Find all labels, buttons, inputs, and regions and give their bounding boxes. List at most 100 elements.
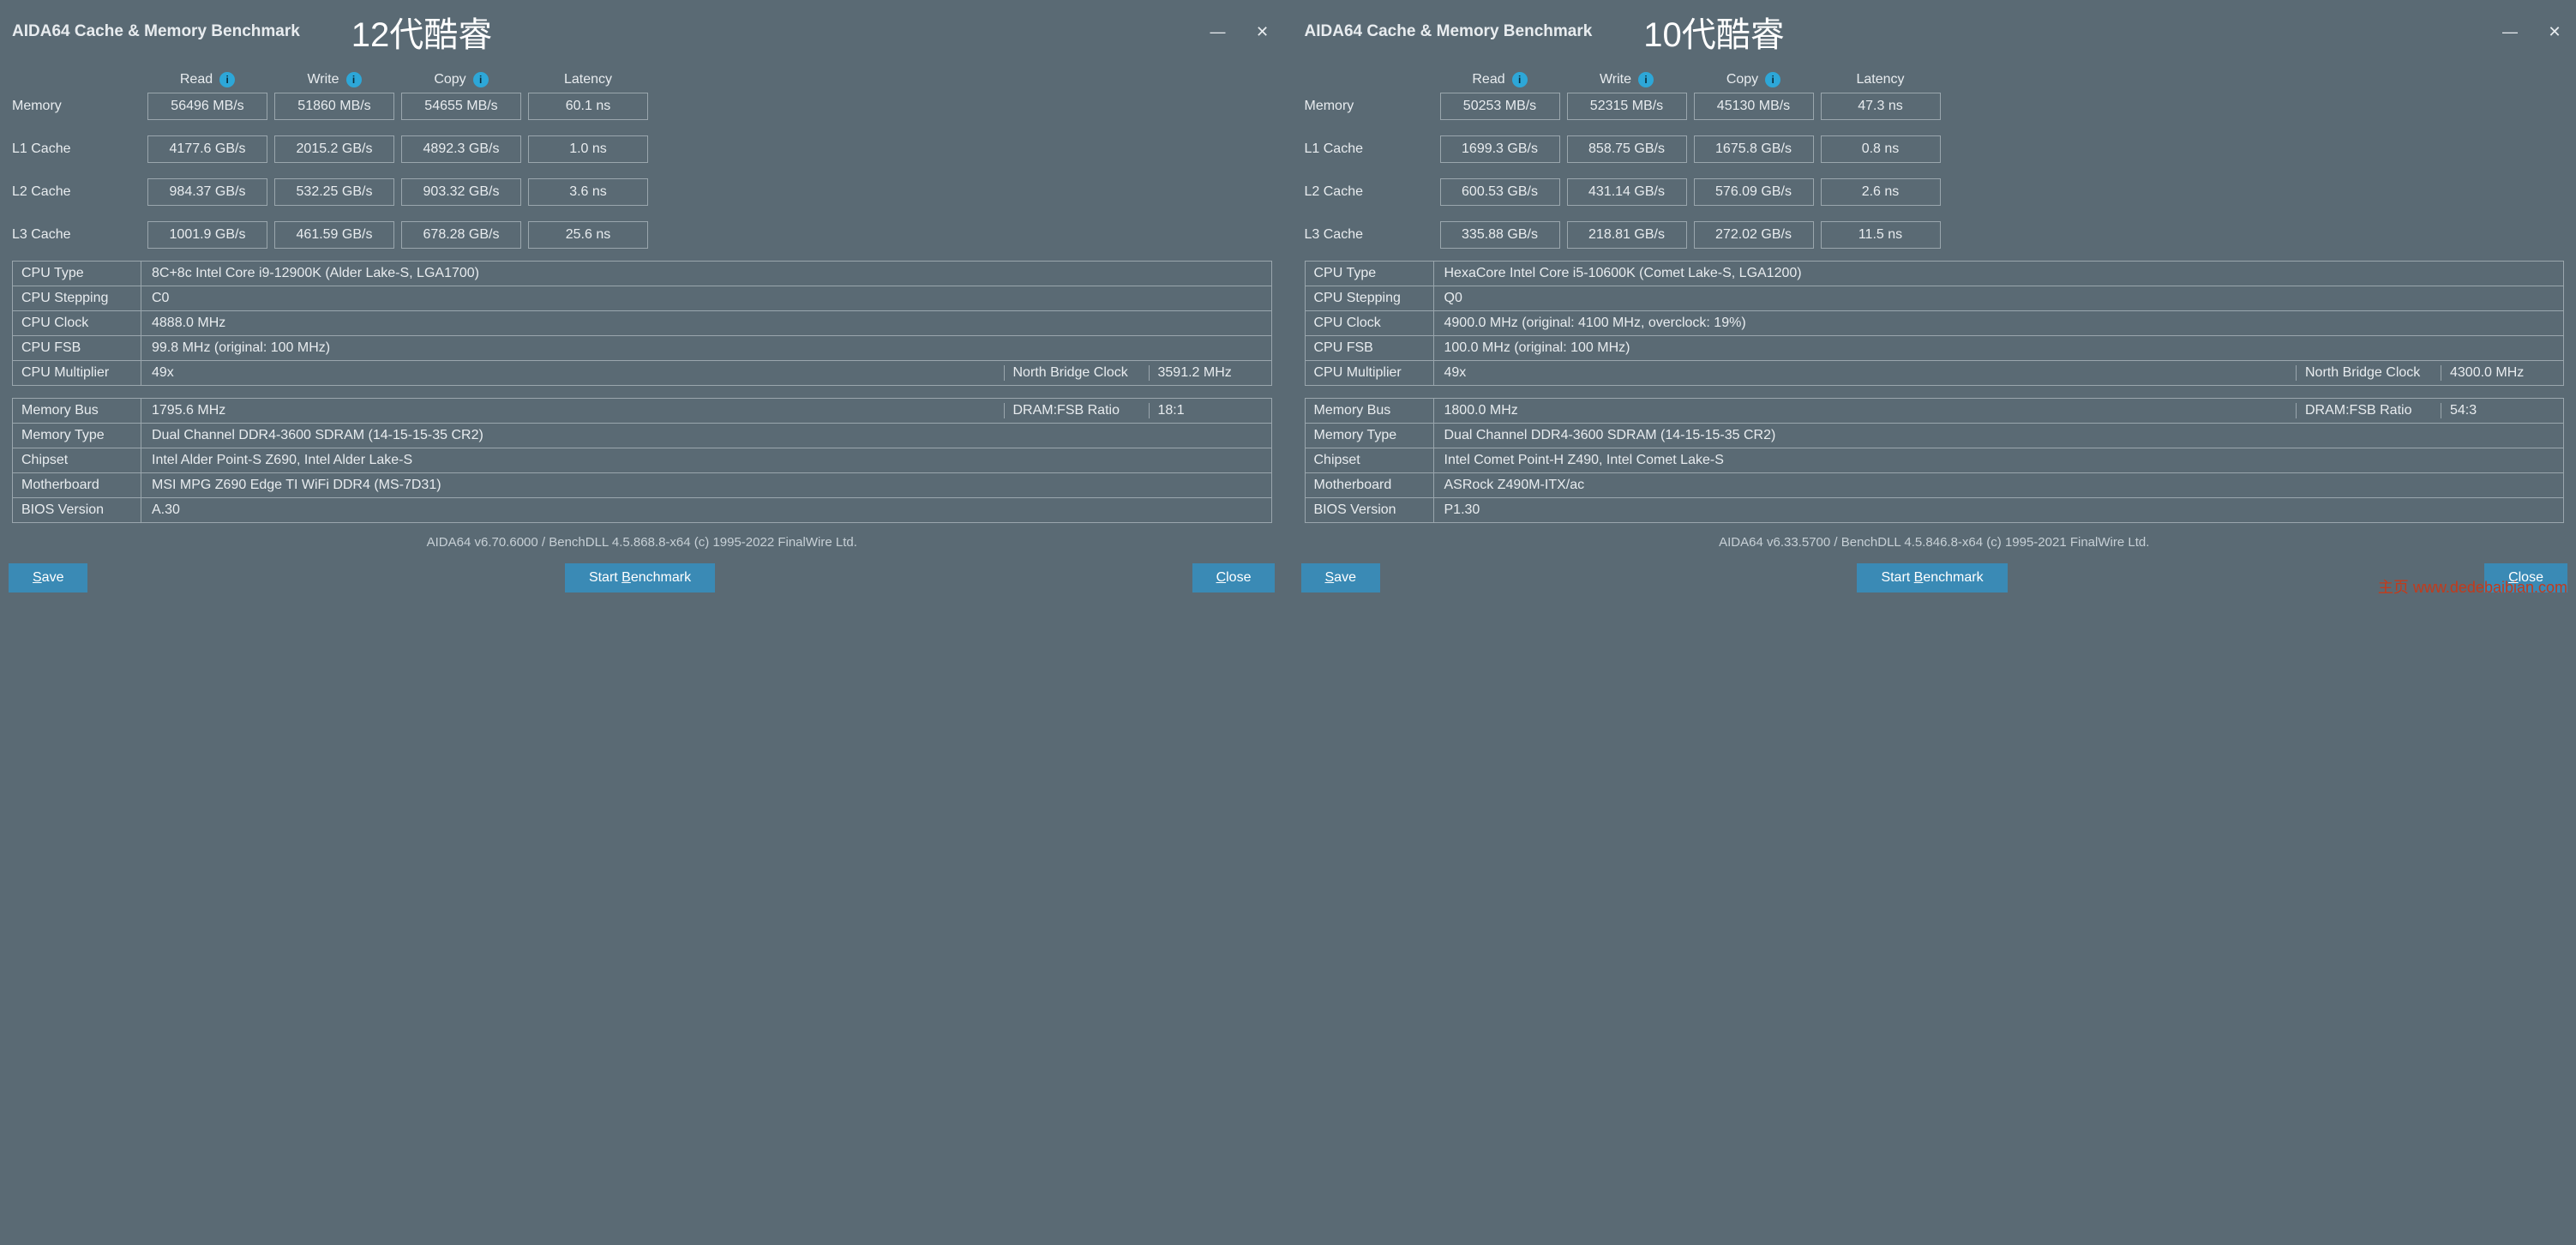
info-row: Motherboard MSI MPG Z690 Edge TI WiFi DD… [13, 473, 1271, 498]
column-headers: Read i Write i Copy i Latency [1305, 72, 2565, 87]
info-extra-value: 18:1 [1150, 403, 1261, 418]
cpu-info-section: CPU Type HexaCore Intel Core i5-10600K (… [1305, 261, 2565, 386]
bench-write-value: 51860 MB/s [274, 93, 394, 120]
bench-write-value: 2015.2 GB/s [274, 135, 394, 163]
info-icon[interactable]: i [1765, 72, 1780, 87]
column-headers: Read i Write i Copy i Latency [12, 72, 1272, 87]
minimize-icon[interactable]: — [1209, 23, 1228, 41]
bench-read-value: 1001.9 GB/s [147, 221, 267, 249]
info-label: Motherboard [13, 473, 141, 497]
info-value: A.30 [141, 498, 1271, 522]
bench-copy-value: 576.09 GB/s [1694, 178, 1814, 206]
info-value: 4900.0 MHz (original: 4100 MHz, overcloc… [1434, 311, 2564, 335]
start-benchmark-button[interactable]: Start Benchmark [565, 563, 715, 592]
info-value: Intel Alder Point-S Z690, Intel Alder La… [141, 448, 1271, 472]
info-row: CPU Multiplier 49x North Bridge Clock 43… [1306, 361, 2564, 385]
info-icon[interactable]: i [1638, 72, 1654, 87]
info-label: BIOS Version [13, 498, 141, 522]
info-value: 1795.6 MHz [152, 403, 1004, 418]
bench-read-value: 4177.6 GB/s [147, 135, 267, 163]
version-footer: AIDA64 v6.33.5700 / BenchDLL 4.5.846.8-x… [1305, 535, 2565, 550]
info-value: 8C+8c Intel Core i9-12900K (Alder Lake-S… [141, 262, 1271, 286]
window-content: Read i Write i Copy i Latency Memory 502… [1293, 63, 2576, 563]
minimize-icon[interactable]: — [2501, 23, 2519, 41]
info-label: CPU Type [13, 262, 141, 286]
info-row: CPU Type 8C+8c Intel Core i9-12900K (Ald… [13, 262, 1271, 286]
memory-info-section: Memory Bus 1795.6 MHz DRAM:FSB Ratio 18:… [12, 398, 1272, 523]
bench-write-value: 52315 MB/s [1567, 93, 1687, 120]
aida64-window-1: AIDA64 Cache & Memory Benchmark 10代酷睿 — … [1293, 0, 2576, 601]
bench-row-label: L2 Cache [12, 184, 141, 200]
bench-row-label: L3 Cache [1305, 227, 1433, 243]
info-value: Q0 [1434, 286, 2564, 310]
bench-row-label: L3 Cache [12, 227, 141, 243]
bench-copy-value: 54655 MB/s [401, 93, 521, 120]
start-benchmark-button[interactable]: Start Benchmark [1857, 563, 2007, 592]
info-row: Chipset Intel Comet Point-H Z490, Intel … [1306, 448, 2564, 473]
info-row: BIOS Version P1.30 [1306, 498, 2564, 522]
save-button[interactable]: Save [9, 563, 87, 592]
info-label: CPU FSB [13, 336, 141, 360]
info-extra-value: 3591.2 MHz [1150, 365, 1261, 381]
bench-latency-value: 25.6 ns [528, 221, 648, 249]
info-row: Chipset Intel Alder Point-S Z690, Intel … [13, 448, 1271, 473]
info-value: 49x [152, 365, 1004, 381]
info-extra-label: North Bridge Clock [2296, 365, 2441, 381]
info-icon[interactable]: i [1512, 72, 1528, 87]
button-row: Save Start Benchmark Close [0, 563, 1284, 601]
info-label: Motherboard [1306, 473, 1434, 497]
bench-row-memory: Memory 56496 MB/s 51860 MB/s 54655 MB/s … [12, 93, 1272, 120]
close-icon[interactable]: ✕ [2545, 23, 2564, 41]
info-value: 49x [1444, 365, 2297, 381]
bench-read-value: 50253 MB/s [1440, 93, 1560, 120]
bench-latency-value: 2.6 ns [1821, 178, 1941, 206]
info-extra-value: 54:3 [2441, 403, 2553, 418]
info-icon[interactable]: i [219, 72, 235, 87]
bench-row-l3-cache: L3 Cache 335.88 GB/s 218.81 GB/s 272.02 … [1305, 221, 2565, 249]
bench-row-label: L1 Cache [1305, 141, 1433, 157]
info-value: Intel Comet Point-H Z490, Intel Comet La… [1434, 448, 2564, 472]
window-title: AIDA64 Cache & Memory Benchmark [12, 22, 300, 41]
bench-copy-value: 4892.3 GB/s [401, 135, 521, 163]
titlebar[interactable]: AIDA64 Cache & Memory Benchmark 10代酷睿 — … [1293, 0, 2576, 63]
bench-read-value: 1699.3 GB/s [1440, 135, 1560, 163]
info-icon[interactable]: i [346, 72, 362, 87]
titlebar[interactable]: AIDA64 Cache & Memory Benchmark 12代酷睿 — … [0, 0, 1284, 63]
info-value: ASRock Z490M-ITX/ac [1434, 473, 2564, 497]
info-value: P1.30 [1434, 498, 2564, 522]
bench-write-value: 431.14 GB/s [1567, 178, 1687, 206]
info-icon[interactable]: i [473, 72, 489, 87]
info-row: CPU FSB 99.8 MHz (original: 100 MHz) [13, 336, 1271, 361]
bench-row-label: Memory [12, 99, 141, 114]
info-extra-value: 4300.0 MHz [2441, 365, 2553, 381]
info-extra-label: DRAM:FSB Ratio [1004, 403, 1150, 418]
info-label: CPU FSB [1306, 336, 1434, 360]
bench-copy-value: 678.28 GB/s [401, 221, 521, 249]
info-row: CPU Stepping C0 [13, 286, 1271, 311]
bench-row-l2-cache: L2 Cache 600.53 GB/s 431.14 GB/s 576.09 … [1305, 178, 2565, 206]
version-footer: AIDA64 v6.70.6000 / BenchDLL 4.5.868.8-x… [12, 535, 1272, 550]
close-button[interactable]: Close [1192, 563, 1276, 592]
info-value: HexaCore Intel Core i5-10600K (Comet Lak… [1434, 262, 2564, 286]
close-icon[interactable]: ✕ [1253, 23, 1272, 41]
info-label: CPU Stepping [13, 286, 141, 310]
bench-latency-value: 0.8 ns [1821, 135, 1941, 163]
watermark-text: 主页 www.dedebaibian.com [2378, 575, 2567, 598]
save-button[interactable]: Save [1301, 563, 1380, 592]
info-label: CPU Multiplier [1306, 361, 1434, 385]
overlay-label: 12代酷睿 [351, 7, 493, 57]
info-row: CPU Stepping Q0 [1306, 286, 2564, 311]
info-row: Memory Bus 1795.6 MHz DRAM:FSB Ratio 18:… [13, 399, 1271, 424]
info-label: CPU Type [1306, 262, 1434, 286]
info-row: Memory Type Dual Channel DDR4-3600 SDRAM… [13, 424, 1271, 448]
overlay-label: 10代酷睿 [1643, 7, 1785, 57]
bench-read-value: 335.88 GB/s [1440, 221, 1560, 249]
window-title: AIDA64 Cache & Memory Benchmark [1305, 22, 1593, 41]
bench-read-value: 984.37 GB/s [147, 178, 267, 206]
bench-latency-value: 11.5 ns [1821, 221, 1941, 249]
bench-latency-value: 60.1 ns [528, 93, 648, 120]
bench-copy-value: 903.32 GB/s [401, 178, 521, 206]
bench-latency-value: 3.6 ns [528, 178, 648, 206]
bench-row-l1-cache: L1 Cache 4177.6 GB/s 2015.2 GB/s 4892.3 … [12, 135, 1272, 163]
cpu-info-section: CPU Type 8C+8c Intel Core i9-12900K (Ald… [12, 261, 1272, 386]
